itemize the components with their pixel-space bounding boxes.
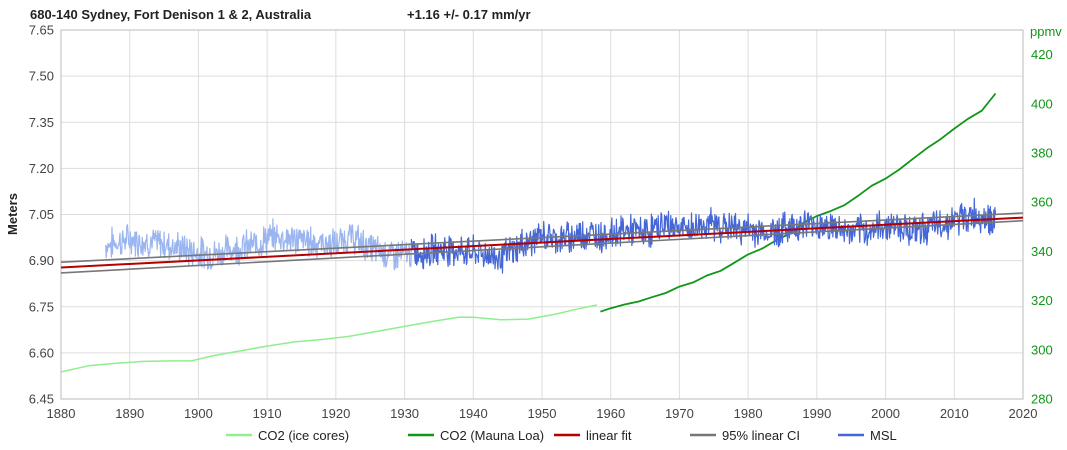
x-tick-label: 2020 <box>1009 406 1038 421</box>
y-axis-ticks: 6.45 6.60 6.75 6.90 7.05 7.20 7.35 7.50 7.65 <box>29 23 54 407</box>
x-tick-label: 1890 <box>115 406 144 421</box>
x-axis-ticks: 1880 1890 1900 1910 1920 1930 1940 1950 1960 1970… <box>47 406 1038 421</box>
series-linear-fit <box>60 216 1024 269</box>
y-right-tick-label: 320 <box>1031 293 1053 308</box>
x-tick-label: 1910 <box>253 406 282 421</box>
legend-label: CO2 (Mauna Loa) <box>440 428 544 443</box>
y-right-tick-label: 300 <box>1031 342 1053 357</box>
legend-label: CO2 (ice cores) <box>258 428 349 443</box>
y-tick-label: 7.20 <box>29 161 54 176</box>
y-right-tick-label: 340 <box>1031 244 1053 259</box>
x-tick-label: 1940 <box>459 406 488 421</box>
y-right-tick-label: 360 <box>1031 195 1053 210</box>
chart-title: 680-140 Sydney, Fort Denison 1 & 2, Aust… <box>30 7 312 22</box>
x-tick-label: 2010 <box>940 406 969 421</box>
x-tick-label: 1880 <box>47 406 76 421</box>
y-tick-label: 6.60 <box>29 345 54 360</box>
x-tick-label: 1900 <box>184 406 213 421</box>
y-right-tick-label: 380 <box>1031 146 1053 161</box>
y-tick-label: 7.50 <box>29 69 54 84</box>
x-tick-label: 1980 <box>734 406 763 421</box>
x-tick-label: 1970 <box>665 406 694 421</box>
y-right-axis-label: ppmv <box>1030 24 1062 39</box>
legend-label: MSL <box>870 428 897 443</box>
series-ci-lower <box>60 219 1024 274</box>
series-co2-mauna-loa <box>600 92 997 313</box>
y-tick-label: 7.65 <box>29 23 54 38</box>
y-right-tick-label: 420 <box>1031 47 1053 62</box>
legend-label: 95% linear CI <box>722 428 800 443</box>
x-tick-label: 2000 <box>871 406 900 421</box>
y-right-axis-ticks: 280 300 320 340 360 380 400 420 <box>1031 47 1053 406</box>
chart-trend-text: +1.16 +/- 0.17 mm/yr <box>407 7 531 22</box>
y-tick-label: 6.45 <box>29 392 54 407</box>
y-axis-label: Meters <box>5 193 20 235</box>
y-tick-label: 7.35 <box>29 115 54 130</box>
x-tick-label: 1930 <box>390 406 419 421</box>
series-layer <box>60 92 1024 373</box>
series-msl-early <box>105 218 412 271</box>
series-ci-upper <box>60 212 1024 263</box>
legend: CO2 (ice cores) CO2 (Mauna Loa) linear fit… <box>226 428 897 443</box>
legend-label: linear fit <box>586 428 632 443</box>
x-tick-label: 1920 <box>321 406 350 421</box>
y-tick-label: 7.05 <box>29 207 54 222</box>
plot-frame <box>60 29 1024 400</box>
y-right-tick-label: 280 <box>1031 392 1053 407</box>
x-tick-label: 1950 <box>528 406 557 421</box>
x-tick-label: 1990 <box>802 406 831 421</box>
series-co2-ice-cores <box>60 304 598 373</box>
y-right-tick-label: 400 <box>1031 96 1053 111</box>
series-msl <box>410 197 997 274</box>
x-tick-label: 1960 <box>596 406 625 421</box>
y-tick-label: 6.75 <box>29 299 54 314</box>
y-tick-label: 6.90 <box>29 253 54 268</box>
